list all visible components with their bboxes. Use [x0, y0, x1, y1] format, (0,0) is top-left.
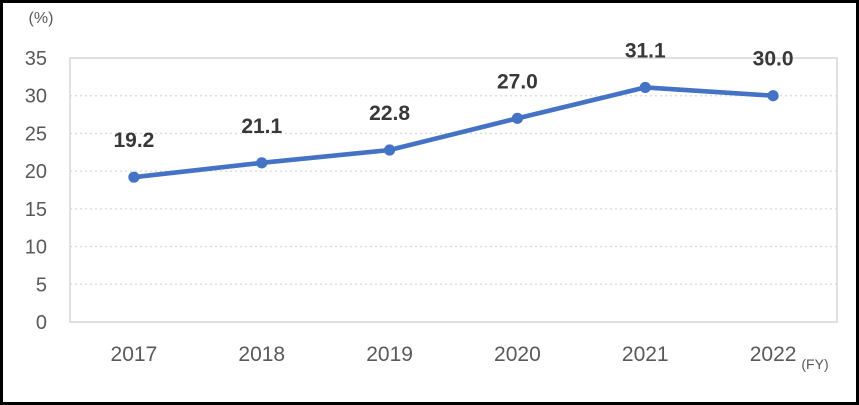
- data-point-marker: [128, 171, 140, 183]
- y-tick-label: 0: [36, 312, 47, 334]
- data-point-marker: [767, 90, 779, 102]
- data-label: 31.1: [625, 39, 666, 62]
- data-label: 22.8: [369, 102, 410, 125]
- data-point-marker: [256, 157, 268, 169]
- x-tick-label: 2021: [622, 343, 669, 366]
- y-tick-label: 5: [36, 274, 47, 296]
- y-tick-label: 20: [25, 161, 47, 183]
- y-tick-label: 35: [25, 48, 47, 70]
- x-tick-label: 2018: [238, 343, 285, 366]
- data-label: 27.0: [497, 70, 538, 93]
- y-tick-label: 15: [25, 199, 47, 221]
- trend-line: [131, 85, 776, 180]
- data-label: 19.2: [113, 129, 154, 152]
- plot-area-border: [69, 57, 838, 323]
- y-tick-label: 10: [25, 237, 47, 259]
- data-point-marker: [639, 81, 651, 94]
- data-label: 21.1: [241, 115, 282, 138]
- x-axis-unit-label: (FY): [801, 356, 828, 372]
- data-point-marker: [383, 144, 396, 156]
- x-tick-label: 2020: [494, 343, 541, 366]
- data-point-marker: [511, 112, 524, 124]
- y-axis-unit-label: (%): [29, 10, 54, 27]
- y-tick-label: 25: [25, 123, 47, 145]
- y-tick-label: 30: [25, 86, 47, 108]
- x-tick-label: 2022: [750, 343, 797, 366]
- x-tick-label: 2017: [111, 343, 158, 366]
- x-tick-label: 2019: [366, 343, 413, 366]
- data-label: 30.0: [753, 48, 794, 71]
